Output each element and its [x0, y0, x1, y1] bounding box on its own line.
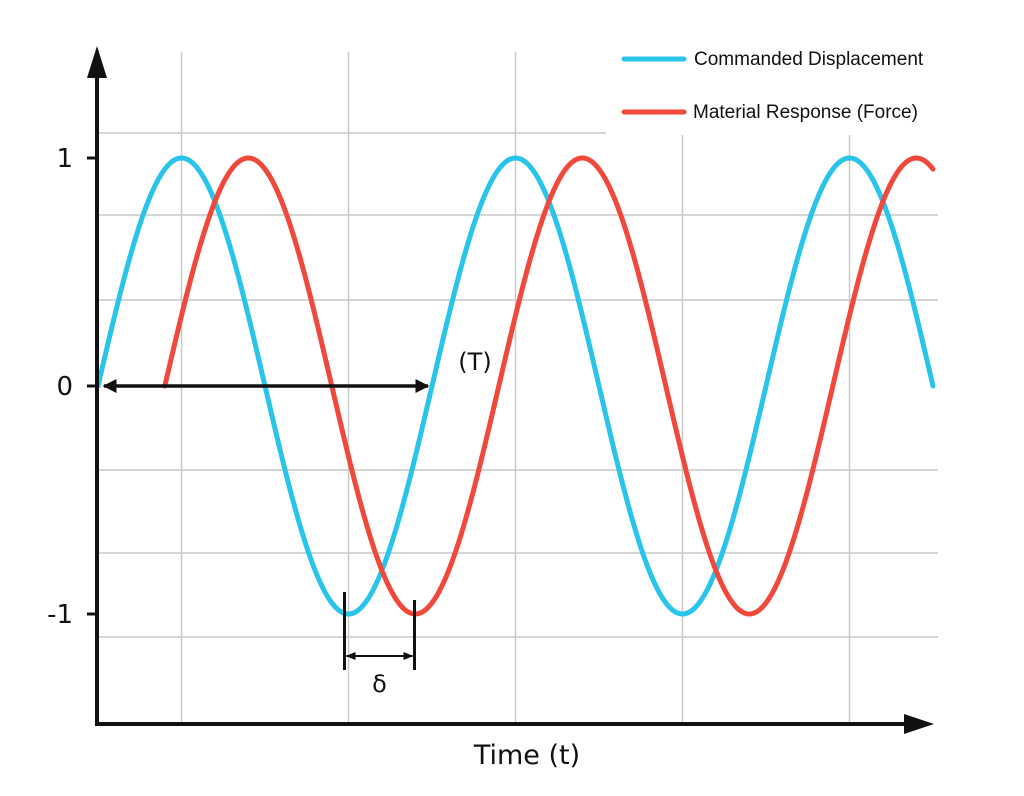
x-axis-label: Time (t)	[473, 740, 580, 771]
legend-label-force: Material Response (Force)	[693, 102, 918, 123]
y-tick-label: 0	[56, 372, 73, 402]
y-tick-label: -1	[47, 600, 73, 630]
legend: Commanded Displacement Material Response…	[606, 40, 966, 135]
axes	[87, 46, 934, 734]
legend-background	[606, 40, 966, 135]
grid	[97, 52, 938, 722]
series-line-force	[162, 155, 936, 617]
phase-lag-label: δ	[372, 670, 387, 698]
y-tick-labels: 1 0 -1	[47, 144, 97, 630]
series-layer	[95, 155, 936, 617]
period-annotation: (T)	[102, 348, 492, 393]
series-line-displacement	[95, 155, 936, 617]
legend-label-displacement: Commanded Displacement	[694, 49, 924, 70]
phase-lag-annotation: δ	[343, 592, 416, 698]
x-axis-arrow-icon	[904, 714, 934, 734]
period-label: (T)	[458, 348, 491, 376]
y-axis-arrow-icon	[87, 46, 107, 78]
y-tick-label: 1	[56, 144, 73, 174]
